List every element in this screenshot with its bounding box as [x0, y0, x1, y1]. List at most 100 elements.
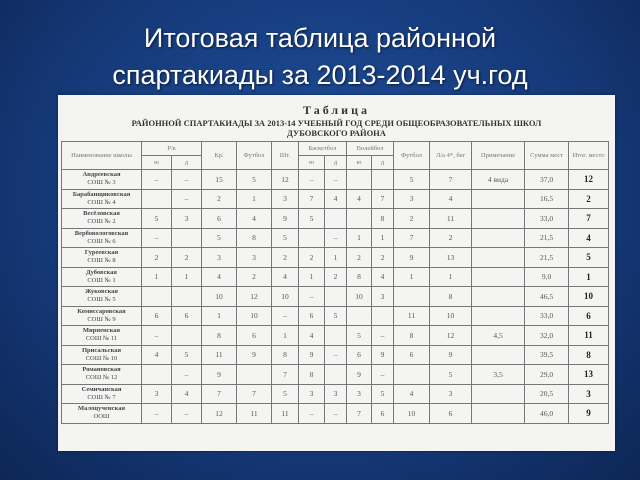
school-number: СОШ № 12 — [85, 374, 118, 382]
score-cell: 1 — [298, 266, 325, 287]
school-name-cell: Романовская СОШ № 12 — [61, 364, 142, 385]
score-cell — [323, 325, 348, 346]
header-football: Футбол — [236, 141, 272, 170]
sum-cell: 46,5 — [524, 286, 570, 307]
header-vb-yu: ю — [346, 155, 373, 170]
school-name: Мирненская — [82, 327, 121, 335]
score-cell: 2 — [201, 188, 237, 209]
score-cell: 4 вида — [471, 169, 526, 190]
score-cell: 5 — [236, 169, 272, 190]
score-cell: – — [298, 403, 325, 424]
score-cell — [393, 364, 431, 385]
score-cell: 7 — [298, 188, 325, 209]
score-cell: 12 — [201, 403, 237, 424]
score-cell: 12 — [271, 169, 299, 190]
score-cell: 3 — [346, 383, 373, 404]
score-cell: 11 — [393, 305, 431, 326]
score-cell: – — [171, 188, 202, 209]
score-cell: 5 — [271, 227, 299, 248]
table-row: Жуковская СОШ № 5 10 12 10–10 3 8 46,5 10 — [61, 286, 610, 307]
school-name: Вербовологовская — [74, 229, 129, 237]
score-cell: 8 — [346, 266, 373, 287]
score-cell: 5 — [171, 344, 202, 365]
table-row: Мирненская СОШ № 11–8 6 1 4 5–8 12 4,5 32,0 11 — [61, 325, 610, 346]
score-cell: 10 — [429, 305, 473, 326]
score-cell: 2 — [346, 247, 373, 268]
score-cell: – — [323, 344, 348, 365]
score-cell: 4 — [171, 383, 202, 404]
header-school: Наименование школы — [61, 141, 142, 170]
score-cell — [323, 364, 348, 385]
score-cell — [471, 266, 526, 287]
school-number: СОШ № 3 — [87, 179, 116, 187]
school-number: СОШ № 6 — [87, 237, 116, 245]
school-name-cell: Барабанщиковская СОШ № 4 — [61, 188, 142, 209]
school-number: СОШ № 2 — [87, 218, 116, 226]
score-cell: 2 — [236, 266, 272, 287]
school-name-cell: Андреевская СОШ № 3 — [61, 169, 142, 190]
score-cell — [171, 227, 202, 248]
score-cell: 10 — [393, 403, 431, 424]
header-la: Л/а 4*, бег — [429, 141, 473, 170]
score-cell: 4 — [236, 208, 272, 229]
place-cell: 2 — [568, 188, 610, 209]
score-cell: 13 — [429, 247, 473, 268]
score-cell: 4 — [371, 266, 395, 287]
document-subheading-2: ДУБОВСКОГО РАЙОНА — [287, 128, 386, 138]
score-cell: 2 — [171, 247, 202, 268]
sum-cell: 20,5 — [524, 383, 570, 404]
school-name-cell: Весёловская СОШ № 2 — [61, 208, 142, 229]
place-cell: 10 — [568, 286, 610, 307]
score-cell: 9 — [429, 344, 473, 365]
school-name: Барабанщиковская — [72, 190, 131, 198]
school-name-cell: Вербовологовская СОШ № 6 — [61, 227, 142, 248]
document-header: Таблица РАЙОННОЙ СПАРТАКИАДЫ ЗА 2013-14 … — [58, 103, 615, 138]
school-number: СОШ № 8 — [87, 257, 116, 265]
score-cell: 9 — [393, 247, 431, 268]
score-cell: 1 — [371, 227, 395, 248]
score-cell — [371, 169, 395, 190]
score-cell: 3 — [429, 383, 473, 404]
sum-cell: 46,0 — [524, 403, 570, 424]
score-cell: 11 — [201, 344, 237, 365]
score-cell: 1 — [141, 266, 172, 287]
score-cell: 1 — [429, 266, 473, 287]
header-place: Итог. место — [568, 141, 610, 170]
score-cell: 5 — [323, 305, 348, 326]
score-cell: – — [171, 403, 202, 424]
school-number: СОШ № 4 — [87, 198, 116, 206]
school-name-cell: Гуреевская СОШ № 8 — [61, 247, 142, 268]
table-row: Дубовская СОШ № 1 1 1 4 2 4 1 2 8 4 1 1 9,0 1 — [61, 266, 610, 287]
table-row: Вербовологовская СОШ № 6–5 8 5–1 1 7 2 21,5 4 — [61, 227, 610, 248]
sum-cell: 32,0 — [524, 325, 570, 346]
score-cell: 3 — [141, 383, 172, 404]
score-cell: 4 — [201, 266, 237, 287]
school-name: Присальская — [81, 346, 122, 354]
score-cell: 2 — [429, 227, 473, 248]
sum-cell: 21,5 — [524, 227, 570, 248]
document-subheading-1: РАЙОННОЙ СПАРТАКИАДЫ ЗА 2013-14 УЧЕБНЫЙ … — [131, 118, 542, 128]
header-bb-yu: ю — [298, 155, 325, 170]
header-sum: Сумма мест — [524, 141, 570, 170]
score-cell: 3 — [171, 208, 202, 229]
place-cell: 8 — [568, 344, 610, 365]
score-cell — [141, 286, 172, 307]
score-cell: – — [371, 364, 395, 385]
table-row: Барабанщиковская СОШ № 4–2 1 3 7 4 4 7 3 4 16,5 2 — [61, 188, 610, 209]
score-cell: 9 — [201, 364, 237, 385]
score-cell — [471, 286, 526, 307]
score-cell: 4 — [429, 188, 473, 209]
sum-cell: 16,5 — [524, 188, 570, 209]
results-table: Наименование школы Р/к Кр. Футбол Шт. Ба… — [61, 141, 610, 424]
score-cell: 3 — [201, 247, 237, 268]
score-cell — [471, 247, 526, 268]
score-cell: 7 — [393, 227, 431, 248]
score-cell: – — [141, 227, 172, 248]
header-football2: Футбол — [393, 141, 431, 170]
score-cell: 2 — [298, 247, 325, 268]
school-number: СОШ № 10 — [85, 354, 118, 362]
score-cell — [141, 364, 172, 385]
score-cell — [346, 305, 373, 326]
score-cell: 1 — [171, 266, 202, 287]
school-name: Андреевская — [82, 171, 121, 179]
